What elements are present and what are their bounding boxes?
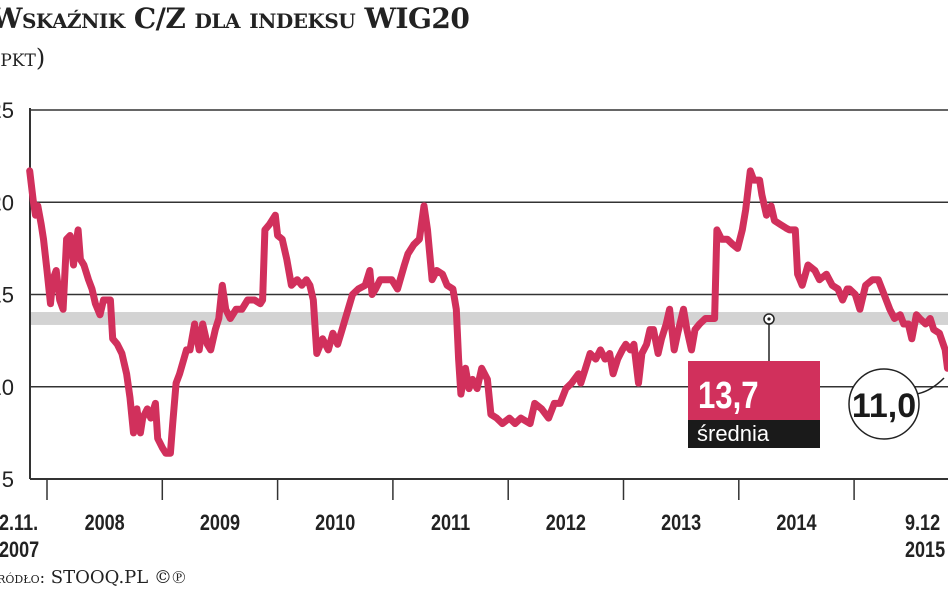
average-band bbox=[30, 312, 948, 325]
last-value: 11,0 bbox=[852, 387, 916, 425]
x-tick-label: 2.11. bbox=[0, 511, 38, 535]
y-tick-label: 5 bbox=[2, 467, 14, 492]
average-value: 13,7 bbox=[698, 375, 759, 417]
average-label: średnia bbox=[697, 421, 770, 446]
y-tick-label: 10 bbox=[0, 375, 14, 400]
x-tick-label-year: 2015 bbox=[905, 538, 945, 562]
average-label-box bbox=[688, 420, 820, 448]
x-ticks: 2.11. 2007 2008 2009 2010 2011 2012 2013 2014 9.1… bbox=[0, 479, 945, 562]
series-line bbox=[26, 167, 948, 457]
y-tick-label: 15 bbox=[0, 283, 14, 308]
average-value-box bbox=[688, 361, 820, 420]
x-tick-label: 2011 bbox=[431, 511, 470, 535]
x-tick-label: 2009 bbox=[200, 511, 240, 535]
y-tick-label: 20 bbox=[0, 190, 14, 215]
source-label: Źródło: bbox=[0, 568, 46, 587]
last-value-connector bbox=[915, 377, 945, 395]
x-tick-label: 2014 bbox=[776, 511, 817, 535]
last-value-circle bbox=[848, 368, 920, 440]
average-marker-dot bbox=[767, 317, 771, 321]
source-value: STOOQ.PL bbox=[50, 567, 149, 588]
x-tick-label: 9.12 bbox=[905, 511, 940, 535]
chart-unit: (pkt) bbox=[0, 44, 46, 72]
x-tick-label: 2013 bbox=[661, 511, 701, 535]
y-tick-label: 25 bbox=[0, 98, 14, 123]
average-annotation: 13,7 średnia bbox=[688, 313, 820, 448]
source-note: Źródło: STOOQ.PL ©℗ bbox=[0, 567, 186, 588]
y-tick-labels: 25 20 15 10 5 bbox=[0, 98, 14, 492]
x-tick-label-year: 2007 bbox=[0, 538, 39, 562]
last-value-annotation: 11,0 bbox=[848, 368, 945, 440]
copyright-marks: ©℗ bbox=[153, 567, 186, 588]
x-tick-label: 2012 bbox=[546, 511, 586, 535]
x-tick-label: 2010 bbox=[315, 511, 355, 535]
chart-title: Wskaźnik C/Z dla indeksu WIG20 bbox=[0, 2, 470, 35]
x-tick-label: 2008 bbox=[85, 511, 125, 535]
